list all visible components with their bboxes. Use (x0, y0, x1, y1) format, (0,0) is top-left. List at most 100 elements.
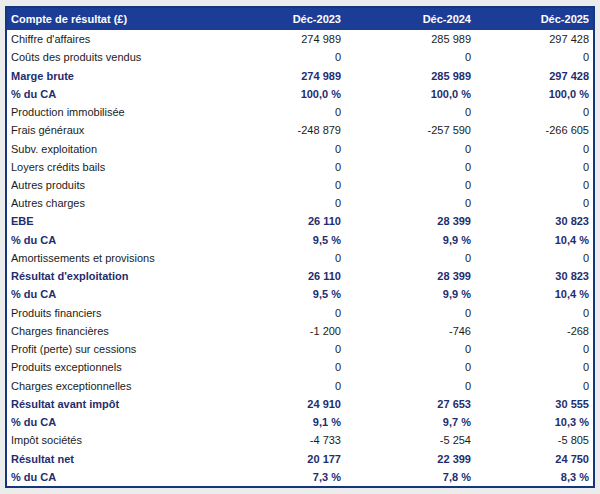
row-label: Charges financières (7, 322, 217, 340)
table-row: Autres produits000 (7, 176, 593, 194)
row-value: 9,7 % (345, 413, 475, 431)
row-label: Charges exceptionnelles (7, 376, 217, 394)
table-row: Frais généraux-248 879-257 590-266 605 (7, 121, 593, 139)
table-row: Charges exceptionnelles000 (7, 376, 593, 394)
table-row: Coûts des produits vendus000 (7, 48, 593, 66)
table-row: Loyers crédits bails000 (7, 158, 593, 176)
row-value: 0 (217, 249, 345, 267)
row-value: 0 (475, 103, 593, 121)
row-value: 0 (475, 48, 593, 66)
row-label: Résultat net (7, 449, 217, 467)
table-row: % du CA9,5 %9,9 %10,4 % (7, 231, 593, 249)
row-value: 28 399 (345, 267, 475, 285)
table-row: Amortissements et provisions000 (7, 249, 593, 267)
row-value: 285 989 (345, 30, 475, 48)
row-value: 10,3 % (475, 413, 593, 431)
table-row: EBE26 11028 39930 823 (7, 212, 593, 230)
row-value: 10,4 % (475, 231, 593, 249)
row-value: 0 (217, 340, 345, 358)
row-value: 22 399 (345, 449, 475, 467)
column-header-dec-2024: Déc-2024 (345, 8, 475, 30)
header-row: Compte de résultat (£) Déc-2023 Déc-2024… (7, 8, 593, 30)
table-row: % du CA9,5 %9,9 %10,4 % (7, 285, 593, 303)
row-label: Produits financiers (7, 304, 217, 322)
row-label: Loyers crédits bails (7, 158, 217, 176)
row-value: 9,5 % (217, 231, 345, 249)
income-statement-table: Compte de résultat (£) Déc-2023 Déc-2024… (5, 6, 595, 488)
row-value: 0 (345, 376, 475, 394)
row-label: Autres charges (7, 194, 217, 212)
row-label: Produits exceptionnels (7, 358, 217, 376)
row-value: 0 (475, 139, 593, 157)
row-value: 0 (345, 48, 475, 66)
row-label: % du CA (7, 231, 217, 249)
table-row: % du CA9,1 %9,7 %10,3 % (7, 413, 593, 431)
row-value: -266 605 (475, 121, 593, 139)
row-value: 0 (345, 176, 475, 194)
income-statement-grid: Compte de résultat (£) Déc-2023 Déc-2024… (7, 8, 593, 486)
row-value: 26 110 (217, 267, 345, 285)
row-value: 0 (217, 304, 345, 322)
row-value: 274 989 (217, 30, 345, 48)
row-value: 10,4 % (475, 285, 593, 303)
row-value: -248 879 (217, 121, 345, 139)
row-value: 24 750 (475, 449, 593, 467)
row-value: 297 428 (475, 66, 593, 84)
row-label: Résultat d'exploitation (7, 267, 217, 285)
row-value: -5 805 (475, 431, 593, 449)
row-label: Chiffre d'affaires (7, 30, 217, 48)
row-label: Coûts des produits vendus (7, 48, 217, 66)
row-value: 0 (475, 194, 593, 212)
row-value: 26 110 (217, 212, 345, 230)
row-value: 0 (345, 304, 475, 322)
row-value: 274 989 (217, 66, 345, 84)
row-value: 0 (217, 358, 345, 376)
row-value: -746 (345, 322, 475, 340)
row-label: Impôt sociétés (7, 431, 217, 449)
row-label: % du CA (7, 85, 217, 103)
row-value: 0 (475, 176, 593, 194)
row-value: 28 399 (345, 212, 475, 230)
row-value: 30 823 (475, 267, 593, 285)
row-value: 0 (217, 194, 345, 212)
row-value: 0 (345, 103, 475, 121)
column-header-dec-2025: Déc-2025 (475, 8, 593, 30)
row-value: 9,9 % (345, 285, 475, 303)
row-value: 27 653 (345, 395, 475, 413)
table-row: Charges financières-1 200-746-268 (7, 322, 593, 340)
row-value: 0 (217, 158, 345, 176)
row-label: % du CA (7, 468, 217, 486)
row-value: 0 (217, 139, 345, 157)
row-value: 0 (217, 176, 345, 194)
row-value: 9,1 % (217, 413, 345, 431)
row-value: 0 (217, 376, 345, 394)
row-label: EBE (7, 212, 217, 230)
row-value: 24 910 (217, 395, 345, 413)
row-value: 7,3 % (217, 468, 345, 486)
row-value: 297 428 (475, 30, 593, 48)
table-row: Produits financiers000 (7, 304, 593, 322)
row-label: Frais généraux (7, 121, 217, 139)
row-value: 0 (345, 358, 475, 376)
row-value: 0 (475, 304, 593, 322)
column-header-dec-2023: Déc-2023 (217, 8, 345, 30)
row-value: 0 (345, 249, 475, 267)
row-value: 0 (475, 249, 593, 267)
row-label: Amortissements et provisions (7, 249, 217, 267)
row-value: 30 555 (475, 395, 593, 413)
table-row: Impôt sociétés-4 733-5 254-5 805 (7, 431, 593, 449)
row-label: Production immobilisée (7, 103, 217, 121)
row-value: 100,0 % (475, 85, 593, 103)
row-value: 9,9 % (345, 231, 475, 249)
row-label: Profit (perte) sur cessions (7, 340, 217, 358)
table-row: Produits exceptionnels000 (7, 358, 593, 376)
row-value: 0 (475, 158, 593, 176)
table-row: Subv. exploitation000 (7, 139, 593, 157)
table-row: % du CA7,3 %7,8 %8,3 % (7, 468, 593, 486)
row-value: 0 (345, 139, 475, 157)
table-row: Marge brute274 989285 989297 428 (7, 66, 593, 84)
table-header: Compte de résultat (£) Déc-2023 Déc-2024… (7, 8, 593, 30)
table-row: Chiffre d'affaires274 989285 989297 428 (7, 30, 593, 48)
row-value: -257 590 (345, 121, 475, 139)
row-label: Marge brute (7, 66, 217, 84)
